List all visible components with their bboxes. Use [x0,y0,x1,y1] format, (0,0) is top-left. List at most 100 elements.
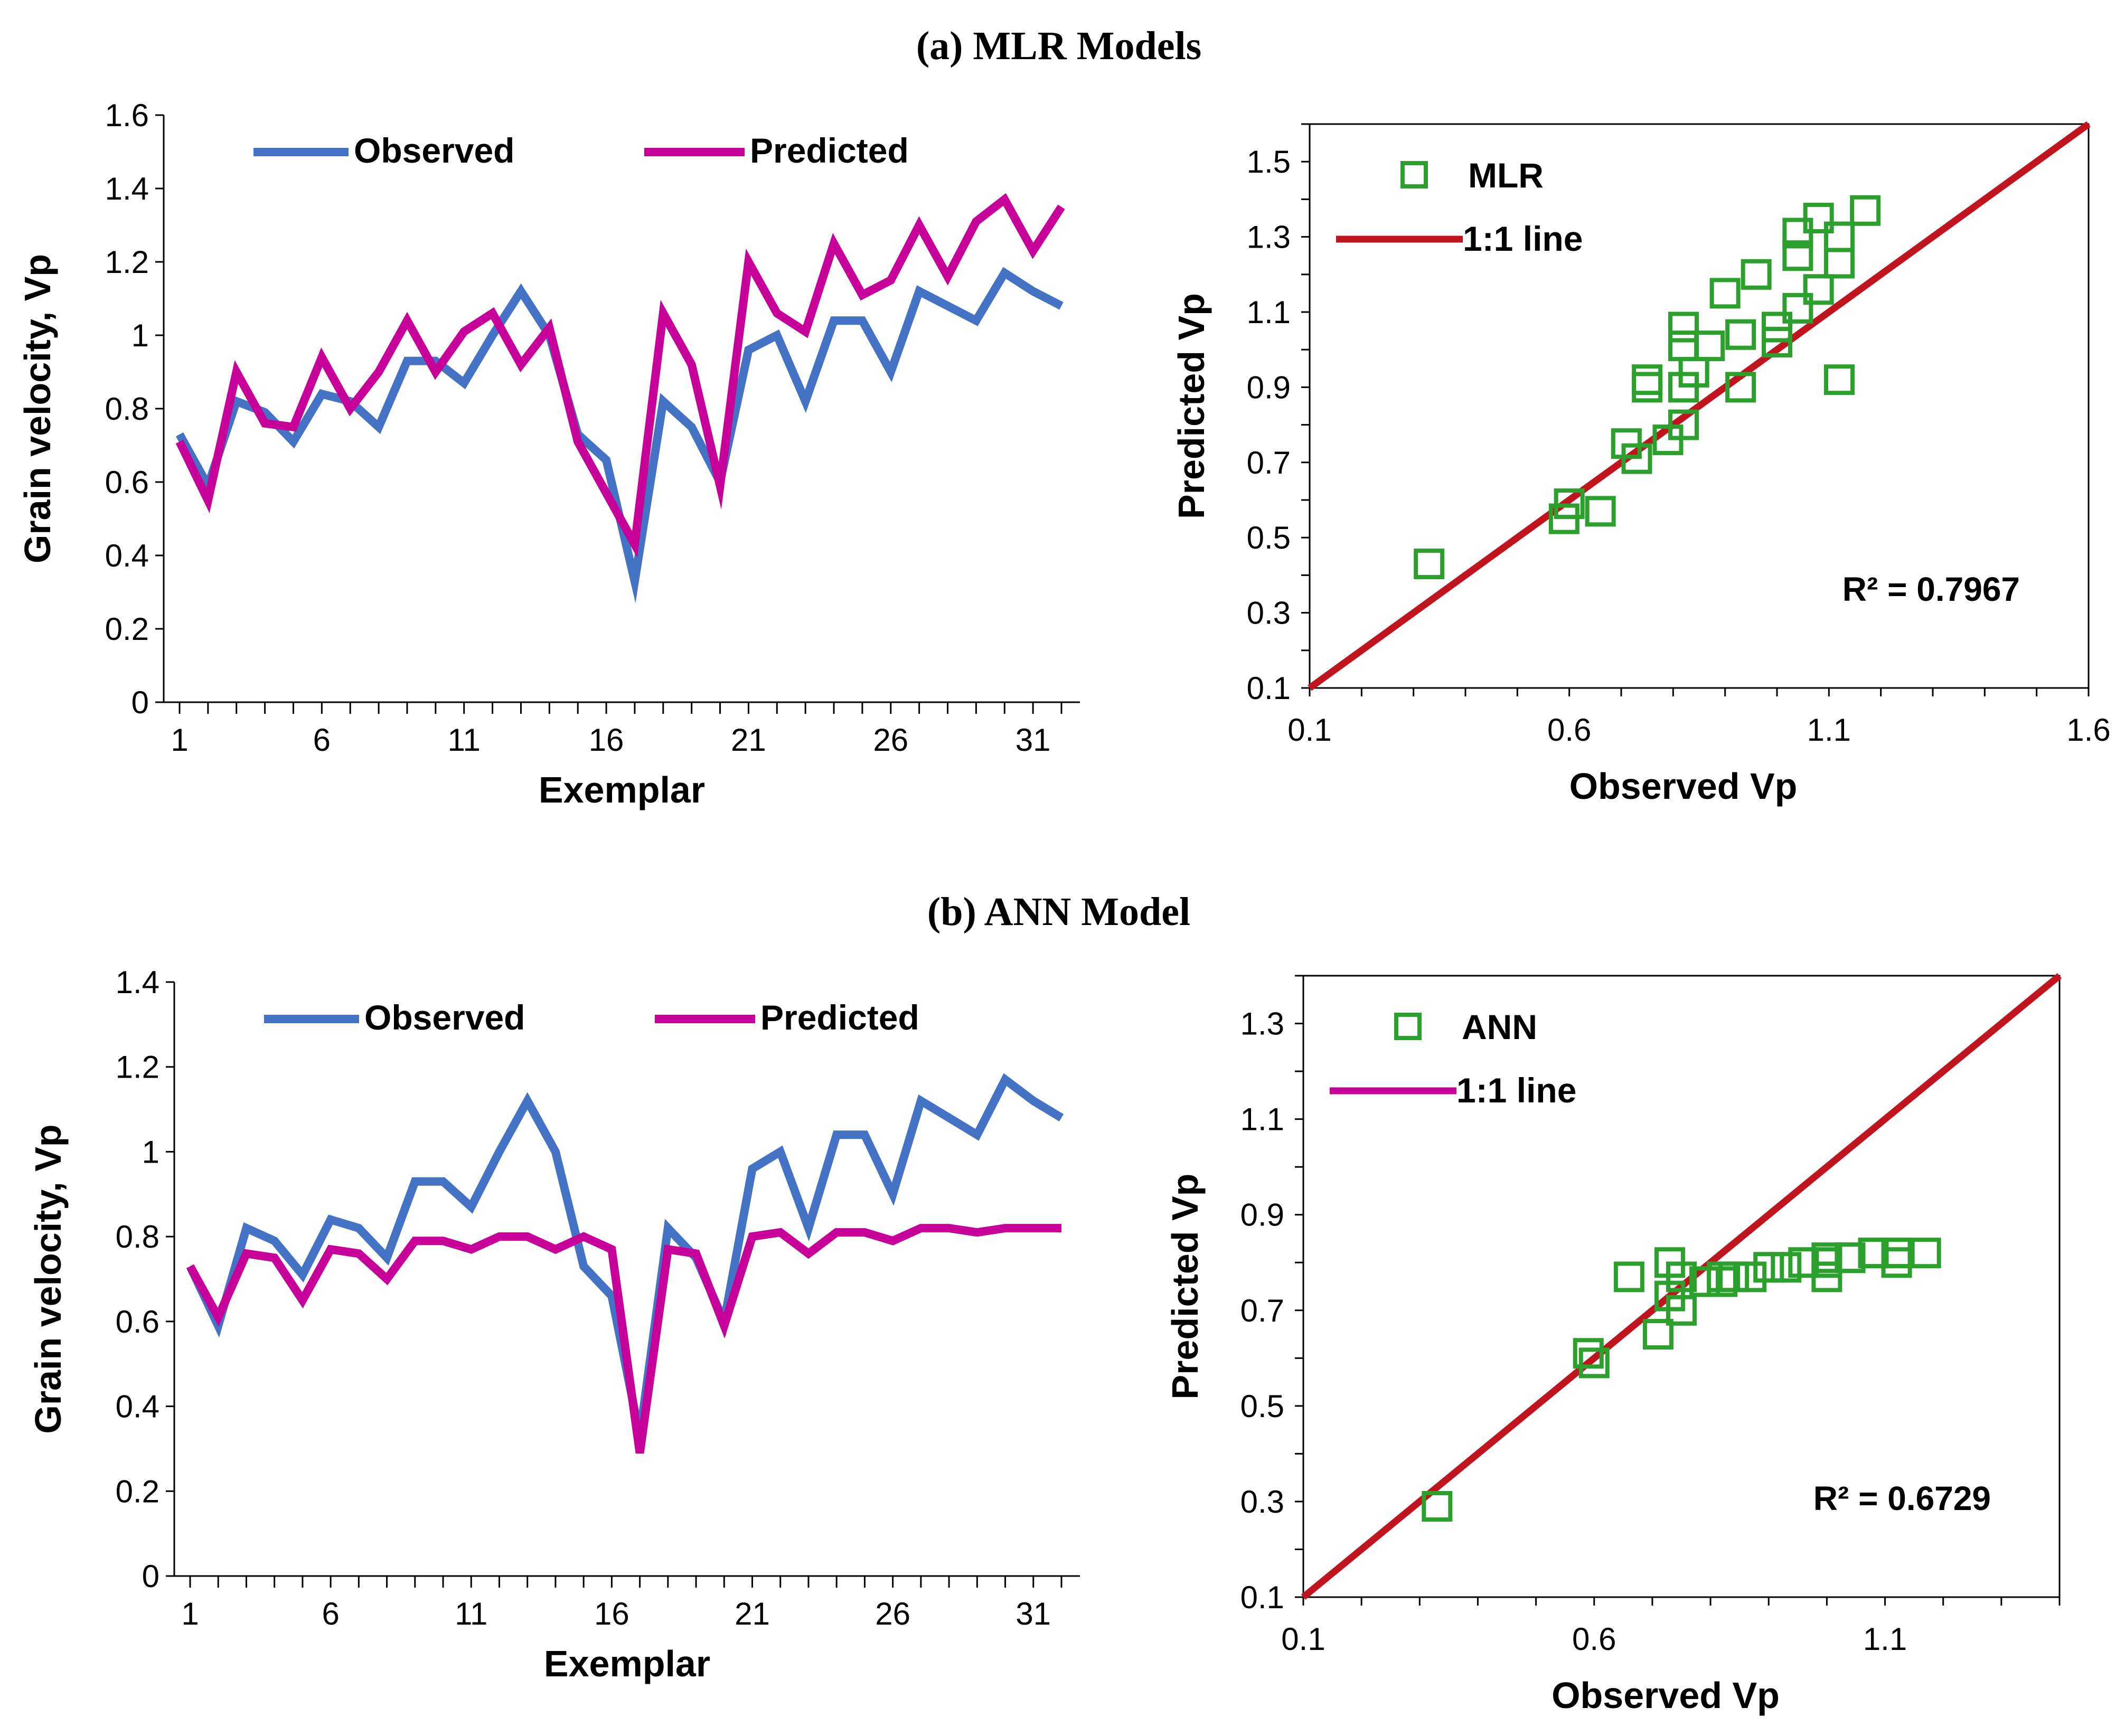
y-tick-label: 1.4 [105,171,149,206]
x-tick-label: 21 [731,722,766,758]
y-tick-label: 0.4 [116,1389,159,1424]
scatter-point [1824,248,1855,279]
scatter-point [1689,1266,1720,1297]
scatter-point [1835,1242,1866,1273]
panel-b-scatter-chart: 0.1 0.6 1.1 0.1 0.3 0.5 0.7 0.9 1.1 1.3 Observed V… [1164,973,2062,1716]
scatter-point [1632,364,1663,395]
y-axis-label: Grain velocity, Vp [27,1124,69,1433]
x-tick-label: 1.1 [1863,1621,1907,1657]
legend-label-model: ANN [1462,1007,1537,1046]
scatter-point [1762,312,1792,343]
y-tick-label: 1.3 [1247,220,1291,255]
legend-label-one-to-one: 1:1 line [1456,1071,1576,1110]
legend-label-observed: Observed [354,131,514,170]
x-tick-label: 26 [873,722,908,758]
y-tick-label: 0.1 [1240,1580,1284,1615]
legend-label-predicted: Predicted [750,131,909,170]
y-tick-label: 0.2 [105,611,149,647]
x-tick-label: 16 [594,1596,629,1631]
scatter-point [1422,1490,1453,1522]
scatter-point [1554,488,1585,520]
x-tick-label: 0.1 [1281,1621,1325,1657]
scatter-point [1578,1347,1610,1379]
scatter-point [1858,1238,1889,1269]
series-line-predicted [175,193,1065,558]
panel-a-title: (a) MLR Models [916,24,1201,68]
y-tick-label: 0.9 [1247,370,1291,405]
x-axis-label: Exemplar [544,1643,710,1684]
y-tick-label: 0.9 [1240,1197,1284,1233]
plot-frame [1309,123,2090,689]
panel-a-line-chart: 00.20.40.60.811.21.41.61 6 11 16 21 26 31Exemp… [17,98,1080,810]
r-squared-annotation: R² = 0.6729 [1813,1479,1991,1517]
scatter-point [1753,1252,1784,1283]
x-tick-label: 0.6 [1572,1621,1616,1657]
plot-frame [1302,975,2061,1598]
y-tick-label: 0.5 [1247,520,1291,555]
x-tick-label: 1 [171,722,188,758]
scatter-point [1803,203,1834,233]
y-tick-label: 1.3 [1240,1006,1284,1042]
one-to-one-line [1308,121,2091,691]
x-tick-label: 26 [875,1596,910,1631]
y-tick-label: 0.5 [1240,1389,1284,1424]
scatter-point [1824,364,1855,395]
scatter-point [1666,1261,1697,1292]
x-tick-label: 31 [1016,1596,1051,1631]
legend-swatch-model [1400,161,1428,188]
series-line-predicted [186,1224,1061,1454]
x-tick-label: 11 [448,722,481,758]
panel-b-title: (b) ANN Model [927,890,1190,934]
y-tick-label: 0.7 [1240,1293,1284,1328]
scatter-point [1573,1338,1604,1369]
scatter-point [1881,1247,1912,1278]
y-tick-label: 0 [142,1559,159,1594]
scatter-point [1694,331,1725,362]
x-tick-label: 6 [313,722,331,758]
x-axis-label: Observed Vp [1569,766,1798,807]
scatter-point [1811,1261,1842,1292]
scatter-point [1811,1242,1842,1273]
legend-label-one-to-one: 1:1 line [1463,219,1583,258]
scatter-point [1613,1261,1644,1292]
x-tick-label: 31 [1016,722,1051,758]
scatter-point [1850,195,1881,226]
x-tick-label: 1.1 [1807,712,1851,748]
x-axis-label: Observed Vp [1552,1675,1780,1716]
series-line-observed [176,267,1064,603]
x-tick-label: 16 [589,722,624,758]
y-tick-label: 1 [131,318,149,353]
scatter-point [1771,1252,1802,1283]
r-squared-annotation: R² = 0.7967 [1842,570,2020,608]
x-tick-label: 1.6 [2066,712,2110,748]
x-tick-label: 6 [322,1596,339,1631]
y-tick-label: 1.5 [1247,144,1291,180]
y-tick-label: 0 [131,685,149,720]
y-tick-label: 1.1 [1240,1102,1284,1137]
y-tick-label: 1 [142,1134,159,1169]
scatter-point [1709,278,1741,309]
scatter-point [1668,409,1699,440]
y-tick-label: 0.4 [105,538,149,573]
scatter-point [1803,274,1834,305]
scatter-point [1585,496,1616,527]
x-axis-label: Exemplar [539,769,705,810]
y-tick-label: 1.1 [1247,295,1291,330]
y-tick-label: 0.7 [1247,445,1291,480]
y-tick-label: 0.3 [1247,596,1291,631]
y-tick-label: 0.8 [105,391,149,427]
series-line-observed [186,1073,1064,1437]
y-axis-label: Predicted Vp [1171,293,1212,519]
scatter-point [1725,372,1756,403]
scatter-point [1414,549,1445,580]
panel-a-scatter-chart: 0.1 0.6 1.1 1.6 0.1 0.3 0.5 0.7 0.9 1.1 1.3 1.5 Obse… [1171,121,2111,807]
y-tick-label: 0.2 [116,1474,159,1509]
legend-label-observed: Observed [364,998,525,1037]
y-tick-label: 0.6 [116,1304,159,1339]
x-tick-label: 21 [735,1596,770,1631]
legend-label-predicted: Predicted [760,998,919,1037]
y-tick-label: 1.4 [116,965,159,1000]
panel-b-line-chart: 00.20.40.60.811.21.41 6 11 16 21 26 31Exemplar… [27,965,1080,1684]
y-axis-label: Predicted Vp [1164,1174,1206,1400]
y-axis-label: Grain velocity, Vp [17,254,58,563]
